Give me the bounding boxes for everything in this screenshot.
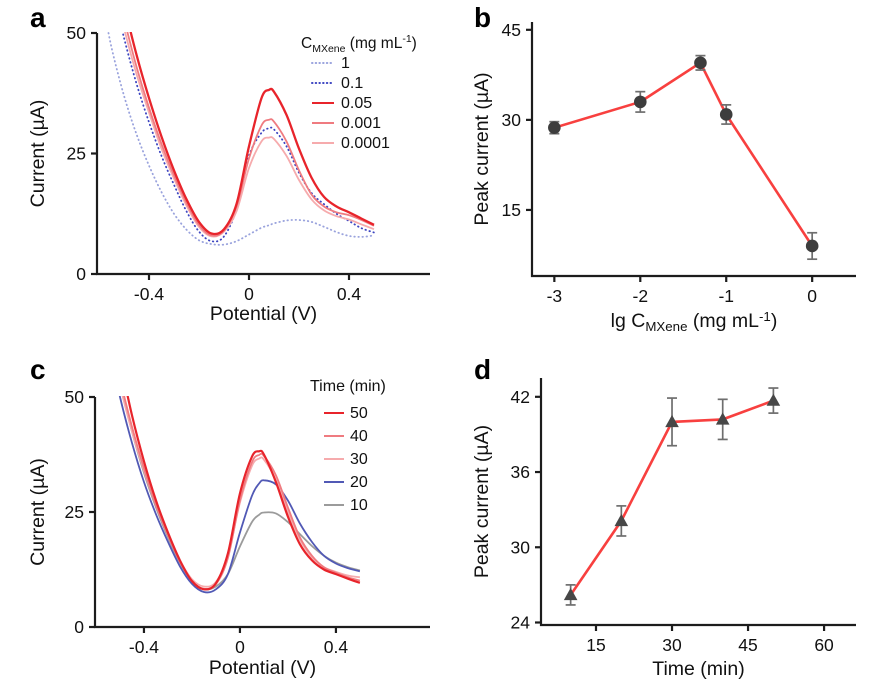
svg-text:-2: -2	[633, 286, 649, 306]
svg-text:0: 0	[235, 637, 245, 657]
panel-letter-a: a	[30, 2, 46, 33]
svg-text:Peak current (µA): Peak current (µA)	[471, 72, 493, 225]
svg-text:-1: -1	[718, 286, 734, 306]
svg-text:24: 24	[511, 612, 531, 632]
svg-text:0: 0	[244, 284, 254, 304]
svg-text:0.05: 0.05	[341, 95, 372, 112]
panel-letter-d: d	[474, 354, 492, 385]
svg-text:0.0001: 0.0001	[341, 135, 390, 152]
svg-text:25: 25	[67, 144, 86, 164]
svg-text:lg CMXene (mg mL-1): lg CMXene (mg mL-1)	[611, 309, 778, 334]
svg-text:42: 42	[511, 387, 530, 407]
svg-text:36: 36	[511, 462, 530, 482]
svg-text:30: 30	[350, 451, 368, 468]
svg-text:30: 30	[662, 635, 682, 655]
svg-text:15: 15	[502, 200, 521, 220]
svg-text:60: 60	[814, 635, 834, 655]
svg-text:45: 45	[738, 635, 757, 655]
svg-text:50: 50	[65, 387, 85, 407]
svg-text:1: 1	[341, 55, 350, 72]
svg-text:15: 15	[586, 635, 605, 655]
svg-text:CMXene (mg mL-1): CMXene (mg mL-1)	[301, 33, 417, 55]
svg-text:0.001: 0.001	[341, 115, 381, 132]
svg-text:0.1: 0.1	[341, 75, 363, 92]
chart-dpv-incubation-time: -0.4 0 0.4 0 25 50 Potential (V) Current (µA) Ti…	[27, 378, 430, 679]
chart-dpv-mxene-concentration: -0.4 0 0.4 0 25 50 Potential (V) Current (µA) CM…	[27, 23, 430, 325]
chart-peak-current-vs-time: 15 30 45 60 24 30 36 42 Time (min) Peak current (…	[471, 378, 856, 680]
chart-peak-current-vs-concentration: -3 -2 -1 0 15 30 45 lg CMXene (mg mL-1) Peak cur…	[471, 20, 856, 334]
svg-text:0: 0	[74, 617, 84, 637]
svg-text:0.4: 0.4	[337, 284, 362, 304]
svg-text:Current (µA): Current (µA)	[27, 100, 49, 208]
svg-text:Peak current (µA): Peak current (µA)	[471, 425, 493, 578]
svg-text:45: 45	[502, 20, 521, 40]
svg-text:20: 20	[350, 474, 368, 491]
panel-letter-c: c	[30, 354, 46, 385]
svg-text:0: 0	[76, 264, 86, 284]
svg-text:50: 50	[67, 23, 87, 43]
svg-text:0.4: 0.4	[324, 637, 349, 657]
svg-text:25: 25	[65, 502, 84, 522]
svg-text:Potential (V): Potential (V)	[210, 303, 317, 325]
svg-text:40: 40	[350, 428, 368, 445]
svg-text:-0.4: -0.4	[134, 284, 164, 304]
svg-text:50: 50	[350, 405, 368, 422]
svg-text:Time (min): Time (min)	[652, 658, 744, 680]
panel-letter-b: b	[474, 2, 492, 33]
svg-text:10: 10	[350, 497, 368, 514]
svg-text:30: 30	[502, 110, 522, 130]
svg-text:Current (µA): Current (µA)	[27, 458, 49, 566]
svg-text:30: 30	[511, 537, 531, 557]
svg-text:Potential (V): Potential (V)	[209, 657, 316, 679]
svg-text:0: 0	[807, 286, 817, 306]
svg-text:Time (min): Time (min)	[310, 378, 386, 395]
svg-text:-0.4: -0.4	[129, 637, 159, 657]
svg-text:-3: -3	[547, 286, 563, 306]
